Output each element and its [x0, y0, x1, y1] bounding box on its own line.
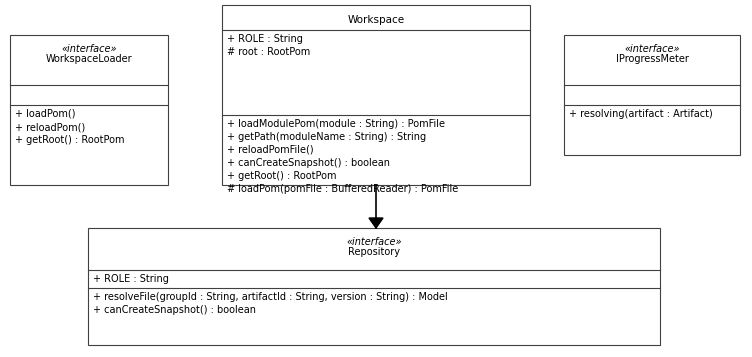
Text: + ROLE : String: + ROLE : String — [227, 34, 303, 44]
Text: + loadModulePom(module : String) : PomFile: + loadModulePom(module : String) : PomFi… — [227, 119, 445, 129]
Text: «interface»: «interface» — [346, 237, 402, 247]
Text: + reloadPomFile(): + reloadPomFile() — [227, 145, 314, 155]
Text: IProgressMeter: IProgressMeter — [616, 54, 688, 64]
Polygon shape — [369, 218, 383, 228]
Bar — [564, 35, 740, 155]
Bar — [222, 5, 530, 185]
Text: + getRoot() : RootPom: + getRoot() : RootPom — [15, 135, 125, 145]
Text: + getPath(moduleName : String) : String: + getPath(moduleName : String) : String — [227, 132, 426, 142]
Text: + loadPom(): + loadPom() — [15, 109, 75, 119]
Text: WorkspaceLoader: WorkspaceLoader — [46, 54, 132, 64]
Text: # root : RootPom: # root : RootPom — [227, 47, 311, 57]
Text: + reloadPom(): + reloadPom() — [15, 122, 85, 132]
Text: Repository: Repository — [348, 247, 400, 257]
Bar — [10, 35, 168, 185]
Text: Workspace: Workspace — [347, 15, 405, 25]
Text: + resolveFile(groupId : String, artifactId : String, version : String) : Model: + resolveFile(groupId : String, artifact… — [93, 292, 447, 302]
Text: «interface»: «interface» — [624, 44, 680, 54]
Text: + ROLE : String: + ROLE : String — [93, 274, 169, 284]
Text: + canCreateSnapshot() : boolean: + canCreateSnapshot() : boolean — [227, 158, 390, 168]
Text: + resolving(artifact : Artifact): + resolving(artifact : Artifact) — [569, 109, 713, 119]
Text: «interface»: «interface» — [61, 44, 117, 54]
Text: # loadPom(pomFile : BufferedReader) : PomFile: # loadPom(pomFile : BufferedReader) : Po… — [227, 184, 458, 194]
Text: + getRoot() : RootPom: + getRoot() : RootPom — [227, 171, 336, 181]
Bar — [88, 228, 660, 345]
Text: + canCreateSnapshot() : boolean: + canCreateSnapshot() : boolean — [93, 305, 256, 315]
